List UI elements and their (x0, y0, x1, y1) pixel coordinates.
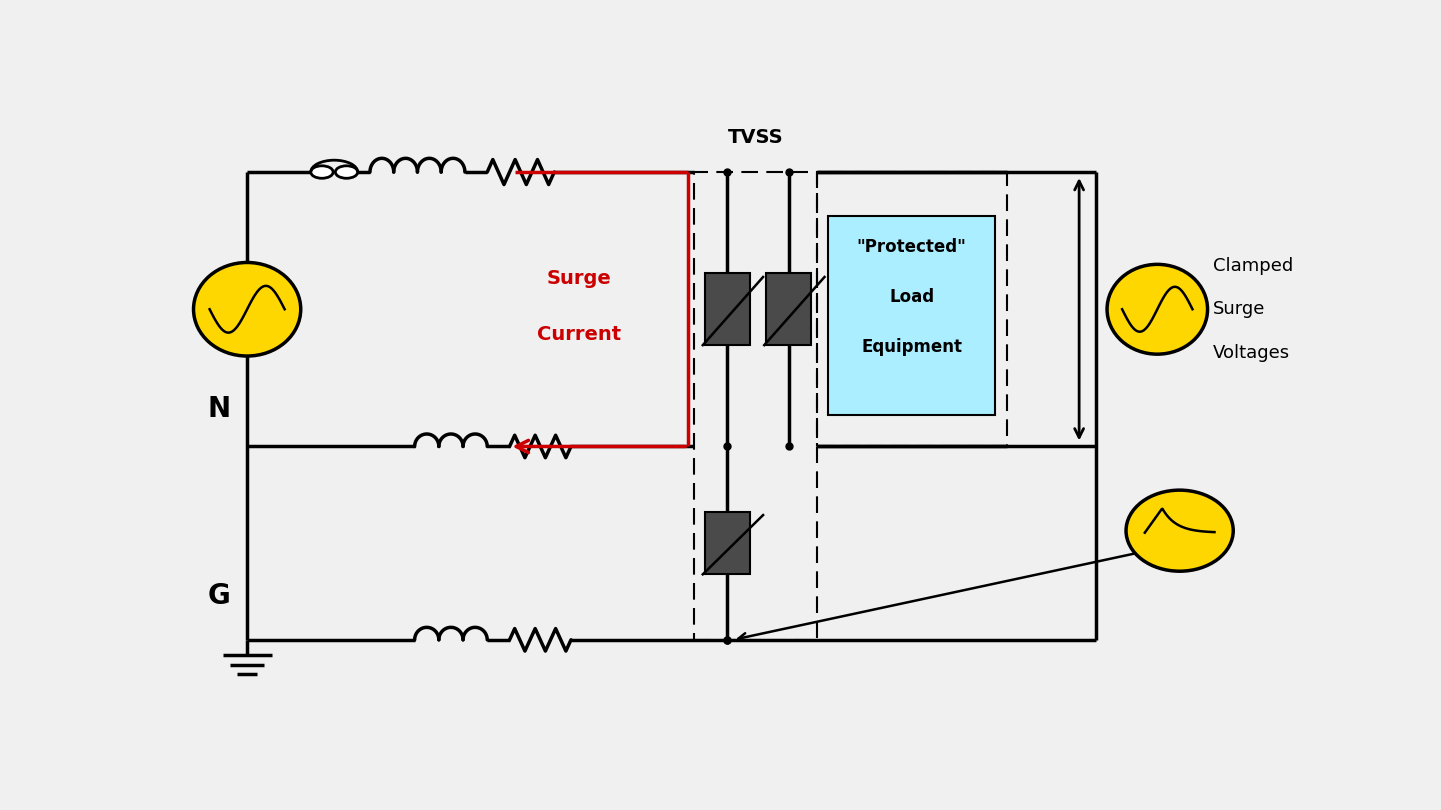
Bar (705, 274, 749, 345)
Text: "Protected": "Protected" (857, 238, 967, 256)
Bar (695, 172, 817, 640)
Bar (767, 274, 811, 345)
FancyBboxPatch shape (827, 215, 996, 416)
Ellipse shape (193, 262, 301, 356)
Text: TVSS: TVSS (728, 128, 782, 147)
Ellipse shape (1125, 490, 1233, 571)
Text: Load: Load (889, 288, 934, 306)
Text: Clamped: Clamped (1213, 257, 1294, 275)
Circle shape (336, 166, 357, 178)
Text: Equipment: Equipment (862, 338, 963, 356)
Text: G: G (208, 582, 231, 610)
Circle shape (311, 166, 333, 178)
Text: Voltages: Voltages (1213, 344, 1290, 362)
Bar (705, 512, 749, 574)
Text: Surge: Surge (1213, 301, 1265, 318)
Bar (817, 172, 1006, 446)
Text: Surge: Surge (548, 269, 612, 288)
Ellipse shape (1107, 264, 1208, 354)
Text: N: N (208, 395, 231, 423)
Text: Current: Current (537, 325, 621, 343)
